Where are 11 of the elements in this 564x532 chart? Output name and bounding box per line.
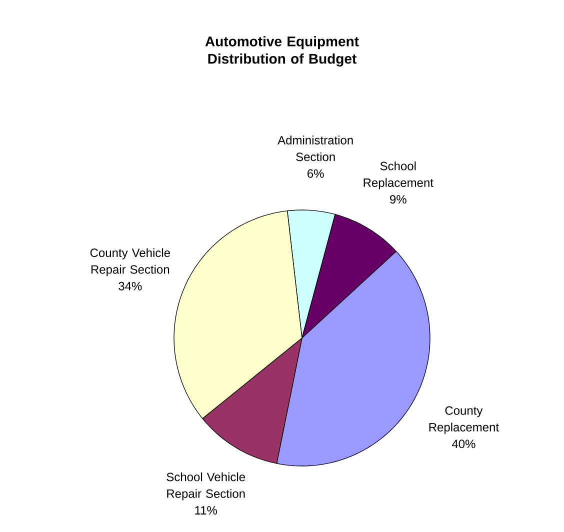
slice-label: Administration Section (278, 136, 353, 162)
data-label: 9% (390, 195, 406, 204)
data-label: 34% (118, 282, 142, 290)
slice-label: School Vehicle Repair Section (166, 472, 246, 500)
data-label: 6% (308, 169, 324, 178)
data-label: 11% (195, 506, 217, 515)
slice-label: County Replacement (429, 406, 499, 434)
slice-label: County Vehicle Repair Section (90, 248, 170, 276)
slice-label: School Replacement (364, 161, 434, 190)
chart-title: Automotive Equipment Distribution of Budget (205, 36, 359, 67)
data-label: 40% (452, 440, 476, 448)
